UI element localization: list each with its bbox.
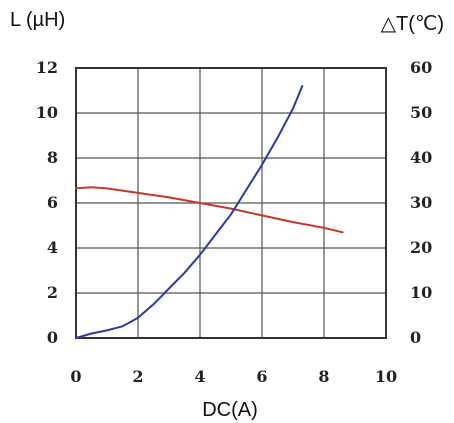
y-right-tick-label: 30 <box>410 193 432 212</box>
x-tick-label: 2 <box>132 367 143 386</box>
y-left-tick-label: 8 <box>47 148 58 167</box>
x-tick-label: 8 <box>318 367 329 386</box>
y-right-tick-label: 20 <box>410 238 432 257</box>
inductance-line <box>75 186 344 234</box>
temperature-rise-line <box>75 85 304 339</box>
x-tick-label: 4 <box>194 367 205 386</box>
y-left-tick-label: 2 <box>47 283 58 302</box>
x-axis-title: DC(A) <box>202 399 258 421</box>
y-right-tick-label: 0 <box>410 328 421 347</box>
y-left-tick-label: 10 <box>36 103 58 122</box>
y-left-tick-label: 6 <box>47 193 58 212</box>
tick-labels: 0 2 4 6 8 10 0 2 4 6 8 10 12 0 10 20 30 40 50 60 <box>36 58 433 386</box>
y-left-tick-label: 4 <box>47 238 58 257</box>
series-group <box>75 85 344 339</box>
y-left-tick-label: 0 <box>47 328 58 347</box>
x-tick-label: 10 <box>375 367 397 386</box>
y-left-tick-label: 12 <box>36 58 58 77</box>
y-right-tick-label: 60 <box>410 58 432 77</box>
left-axis-title: L (µH) <box>10 9 65 31</box>
plot-frame <box>75 67 387 339</box>
y-right-tick-label: 50 <box>410 103 432 122</box>
grid <box>76 68 386 338</box>
x-tick-label: 0 <box>70 367 81 386</box>
y-right-tick-label: 40 <box>410 148 432 167</box>
x-tick-label: 6 <box>256 367 267 386</box>
y-right-tick-label: 10 <box>410 283 432 302</box>
right-axis-title: △T(℃) <box>381 13 444 35</box>
